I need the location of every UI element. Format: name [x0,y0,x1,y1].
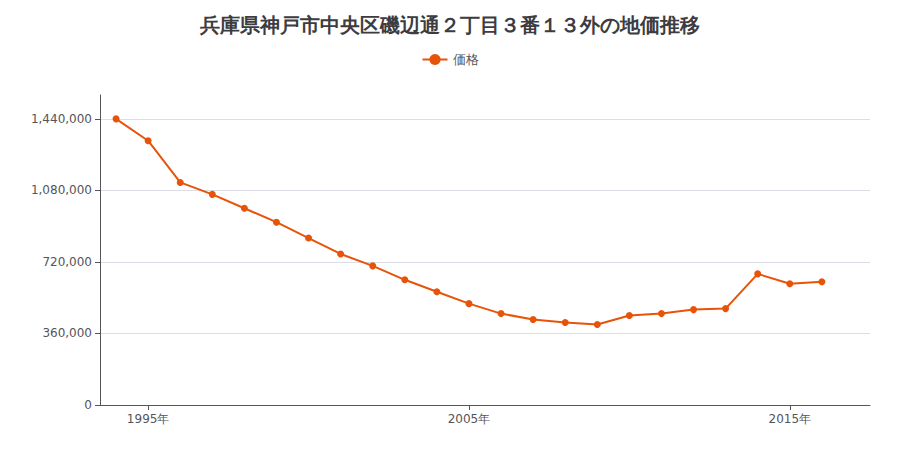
svg-text:1,440,000: 1,440,000 [31,112,92,126]
svg-text:兵庫県神戸市中央区磯辺通２丁目３番１３外の地価推移: 兵庫県神戸市中央区磯辺通２丁目３番１３外の地価推移 [199,13,700,37]
svg-text:1,080,000: 1,080,000 [31,183,92,197]
svg-text:360,000: 360,000 [42,326,92,340]
svg-text:720,000: 720,000 [42,255,92,269]
svg-text:価格: 価格 [453,52,479,67]
svg-text:2015年: 2015年 [769,412,812,426]
svg-text:0: 0 [84,398,92,412]
svg-text:2005年: 2005年 [448,412,491,426]
svg-text:1995年: 1995年 [127,412,170,426]
